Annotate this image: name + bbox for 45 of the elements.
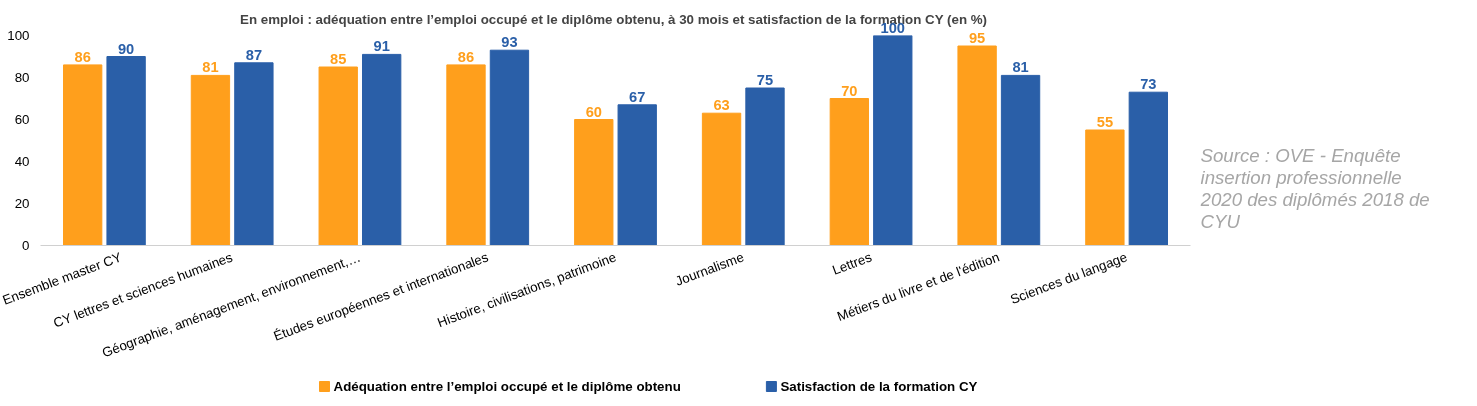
data-label: 60 [585,103,602,120]
bar [617,104,657,246]
data-label: 81 [1012,59,1029,76]
bar [362,53,402,246]
y-tick-label: 0 [22,238,30,253]
data-label: 87 [245,46,263,63]
bar [829,98,869,246]
bar [489,49,530,246]
bar [957,45,997,246]
y-tick-label: 40 [14,154,30,169]
y-tick-label: 100 [7,28,30,43]
y-tick-label: 60 [14,112,30,127]
data-label: 93 [501,34,518,51]
data-label: 75 [756,72,774,88]
bar [701,112,742,246]
y-tick-label: 80 [14,70,30,85]
data-label: 91 [373,38,390,55]
source-note: Source : OVE - Enquête insertion professionnelle 2020 des diplômés 2018 de CYU [1199,144,1430,232]
bar [318,66,358,246]
bar [106,56,146,246]
data-label: 85 [330,51,347,67]
data-label: 86 [457,48,475,65]
legend-label: Satisfaction de la formation CY [780,379,978,394]
bar [190,74,231,246]
bar [1085,129,1125,246]
bar [1000,74,1041,246]
bar [234,62,274,246]
bar [745,87,785,246]
x-tick-label: Lettres [830,249,875,278]
data-label: 86 [74,48,91,65]
data-label: 95 [968,30,986,46]
data-label: 70 [841,82,858,99]
bar [446,64,486,246]
legend-label: Adéquation entre l’emploi occupé et le diplôme obtenu [333,379,681,394]
data-label: 81 [202,59,219,76]
bar [63,64,103,246]
y-tick-label: 20 [14,196,30,211]
bar [1128,91,1168,246]
data-label: 67 [629,88,646,105]
data-label: 73 [1140,76,1157,93]
bar [574,119,614,246]
bar [873,35,913,246]
data-label: 90 [117,40,135,57]
data-label: 63 [713,97,730,114]
data-label: 55 [1096,114,1114,130]
